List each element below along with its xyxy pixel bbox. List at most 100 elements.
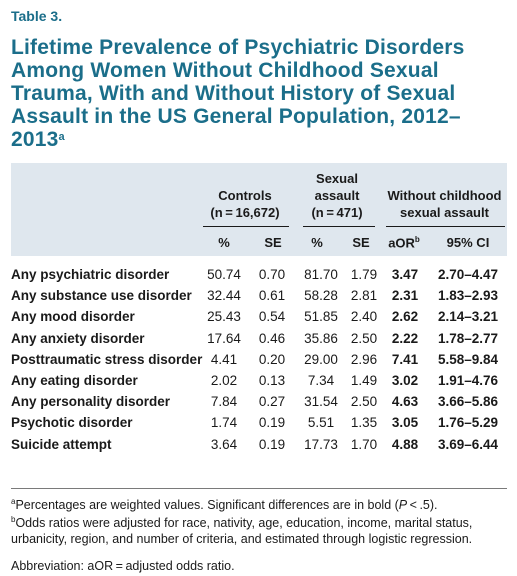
cell-assault-se: 1.70 — [350, 436, 378, 452]
cell-controls-pct: 2.02 — [210, 373, 238, 388]
table-number: Table 3. — [11, 8, 63, 24]
cell-ci: 1.78–2.77 — [437, 330, 499, 346]
row-label: Any substance use disorder — [11, 288, 192, 304]
row-label: Any personality disorder — [11, 394, 171, 410]
cell-assault-pct: 81.70 — [304, 267, 338, 282]
without-underline — [386, 226, 505, 227]
cell-assault-pct: 31.54 — [304, 394, 338, 410]
cell-assault-pct: 17.73 — [304, 436, 338, 452]
table-bottom-rule — [11, 488, 507, 489]
row-label: Any mood disorder — [11, 309, 135, 325]
footnote-a: aPercentages are weighted values. Signif… — [11, 494, 511, 513]
group-without-childhood: Without childhood sexual assault — [382, 187, 507, 221]
title-text: Lifetime Prevalence of Psychiatric Disor… — [11, 36, 465, 151]
cell-controls-pct: 25.43 — [207, 309, 241, 325]
group-without-line2: sexual assault — [400, 205, 489, 220]
cell-controls-pct: 7.84 — [210, 394, 238, 410]
row-label: Any psychiatric disorder — [11, 267, 170, 282]
cell-aor: 2.62 — [391, 309, 419, 325]
cell-controls-pct: 3.64 — [210, 436, 238, 452]
controls-underline — [203, 226, 289, 227]
row-label: Psychotic disorder — [11, 415, 133, 431]
cell-assault-se: 2.50 — [350, 330, 378, 346]
subhead-aor-mark: b — [414, 235, 420, 244]
cell-assault-pct: 7.34 — [307, 373, 335, 388]
cell-assault-pct: 51.85 — [304, 309, 338, 325]
cell-controls-pct: 1.74 — [210, 415, 238, 431]
cell-aor: 7.41 — [391, 351, 419, 367]
cell-assault-se: 2.96 — [350, 351, 378, 367]
row-label: Suicide attempt — [11, 436, 112, 452]
assault-underline — [303, 226, 375, 227]
cell-ci: 2.14–3.21 — [437, 309, 499, 325]
group-assault-line3: (n = 471) — [311, 205, 363, 220]
group-controls-line2: (n = 16,672) — [210, 205, 280, 220]
cell-controls-pct: 32.44 — [207, 288, 241, 304]
subhead-controls-pct: % — [218, 235, 230, 250]
cell-aor: 4.63 — [391, 394, 419, 410]
footnote-b-mark: b — [11, 515, 16, 524]
cell-assault-se: 1.35 — [350, 415, 378, 431]
cell-assault-se: 2.50 — [350, 394, 378, 410]
footnote-abbreviation: Abbreviation: aOR = adjusted odds ratio. — [11, 559, 235, 573]
footnote-a-mark: a — [11, 497, 16, 506]
cell-ci: 3.66–5.86 — [437, 394, 499, 410]
group-assault-line1: Sexual — [316, 171, 358, 186]
footnote-a-p: P — [398, 498, 408, 513]
cell-ci: 5.58–9.84 — [437, 351, 499, 367]
cell-controls-se: 0.19 — [258, 436, 286, 452]
cell-assault-se: 2.40 — [350, 309, 378, 325]
subhead-aor-text: aOR — [388, 235, 415, 251]
subhead-assault-se: SE — [352, 235, 370, 250]
cell-assault-pct: 5.51 — [307, 415, 335, 431]
cell-aor: 3.05 — [391, 415, 419, 431]
cell-ci: 1.83–2.93 — [437, 288, 499, 304]
subhead-ci: 95% CI — [446, 235, 490, 250]
cell-controls-se: 0.27 — [258, 394, 286, 410]
group-assault-line2: assault — [314, 188, 360, 203]
cell-assault-pct: 58.28 — [304, 288, 338, 304]
cell-aor: 4.88 — [391, 436, 419, 452]
group-controls-line1: Controls — [218, 188, 272, 203]
cell-controls-se: 0.70 — [258, 267, 286, 282]
header-band — [11, 163, 507, 256]
cell-controls-se: 0.54 — [258, 309, 286, 325]
title-footnote-mark: a — [58, 131, 65, 143]
table-title: Lifetime Prevalence of Psychiatric Disor… — [11, 36, 511, 151]
footnote-a-text: Percentages are weighted values. Signifi… — [15, 498, 399, 513]
cell-aor: 3.47 — [391, 267, 419, 282]
cell-controls-se: 0.20 — [258, 351, 286, 367]
cell-controls-se: 0.46 — [258, 330, 286, 346]
cell-assault-se: 1.49 — [350, 373, 378, 388]
row-label: Posttraumatic stress disorder — [11, 351, 203, 367]
cell-assault-pct: 29.00 — [304, 351, 338, 367]
subhead-controls-se: SE — [264, 235, 282, 250]
cell-ci: 1.76–5.29 — [437, 415, 499, 431]
footnote-b-text: Odds ratios were adjusted for race, nati… — [11, 516, 473, 547]
cell-aor: 2.31 — [391, 288, 419, 304]
cell-controls-se: 0.13 — [258, 373, 286, 388]
cell-controls-se: 0.61 — [258, 288, 286, 304]
footnote-b: bOdds ratios were adjusted for race, nat… — [11, 512, 511, 547]
group-without-line1: Without childhood — [387, 188, 502, 203]
cell-controls-pct: 17.64 — [207, 330, 241, 346]
subhead-aor: aORb — [384, 235, 424, 250]
cell-aor: 2.22 — [391, 330, 419, 346]
group-controls: Controls (n = 16,672) — [196, 187, 294, 221]
cell-ci: 3.69–6.44 — [437, 436, 499, 452]
cell-controls-pct: 4.41 — [210, 351, 238, 367]
group-sexual-assault: Sexual assault (n = 471) — [296, 170, 378, 221]
cell-aor: 3.02 — [391, 373, 419, 388]
subhead-assault-pct: % — [311, 235, 323, 250]
footnote-a-end: < .5). — [407, 498, 438, 513]
row-label: Any anxiety disorder — [11, 330, 145, 346]
cell-ci: 1.91–4.76 — [437, 373, 499, 388]
cell-controls-pct: 50.74 — [207, 267, 241, 282]
cell-assault-se: 1.79 — [350, 267, 378, 282]
cell-controls-se: 0.19 — [258, 415, 286, 431]
cell-assault-pct: 35.86 — [304, 330, 338, 346]
row-label: Any eating disorder — [11, 373, 138, 388]
cell-ci: 2.70–4.47 — [437, 267, 499, 282]
cell-assault-se: 2.81 — [350, 288, 378, 304]
